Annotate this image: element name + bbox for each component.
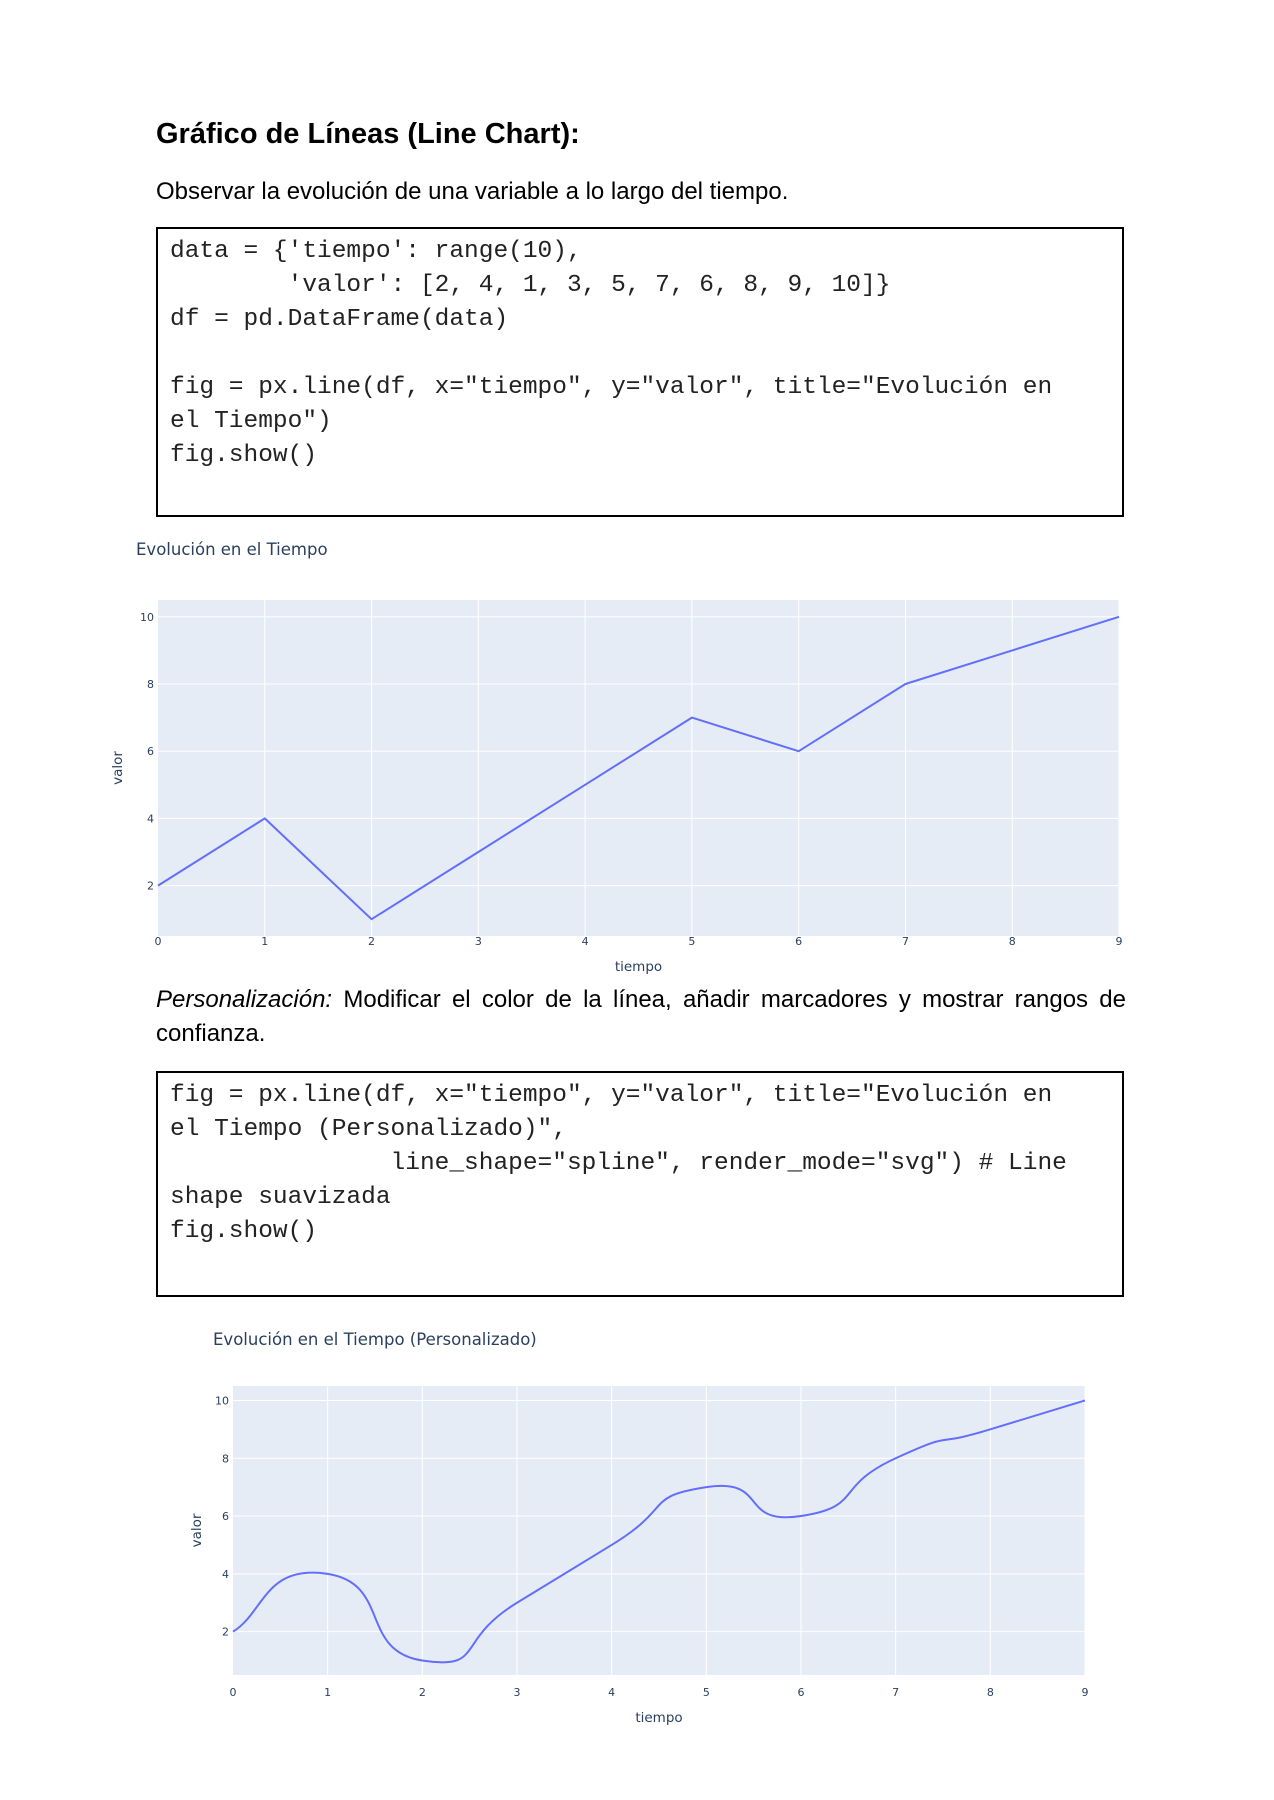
x-tick-label: 3 bbox=[475, 935, 482, 948]
chart-title: Evolución en el Tiempo bbox=[136, 540, 328, 559]
x-tick-label: 5 bbox=[703, 1686, 710, 1699]
x-tick-label: 9 bbox=[1082, 1686, 1089, 1699]
y-tick-label: 8 bbox=[222, 1452, 229, 1465]
x-tick-label: 4 bbox=[582, 935, 589, 948]
intro-paragraph: Observar la evolución de una variable a … bbox=[156, 178, 789, 205]
y-tick-label: 10 bbox=[140, 611, 154, 624]
x-axis-title: tiempo bbox=[635, 1710, 682, 1725]
code-block-custom: fig = px.line(df, x="tiempo", y="valor",… bbox=[156, 1071, 1124, 1297]
code-block-basic: data = {'tiempo': range(10), 'valor': [2… bbox=[156, 227, 1124, 517]
x-tick-label: 3 bbox=[514, 1686, 521, 1699]
y-axis-title: valor bbox=[189, 1513, 205, 1547]
customization-paragraph: Personalización: Modificar el color de l… bbox=[156, 983, 1126, 1051]
x-tick-label: 2 bbox=[368, 935, 375, 948]
y-axis-title: valor bbox=[110, 751, 126, 785]
x-tick-label: 7 bbox=[902, 935, 909, 948]
x-tick-label: 1 bbox=[324, 1686, 331, 1699]
x-tick-label: 2 bbox=[419, 1686, 426, 1699]
x-tick-label: 9 bbox=[1116, 935, 1123, 948]
x-tick-label: 8 bbox=[987, 1686, 994, 1699]
x-tick-label: 0 bbox=[230, 1686, 237, 1699]
x-tick-label: 1 bbox=[261, 935, 268, 948]
y-tick-label: 8 bbox=[147, 678, 154, 691]
x-tick-label: 6 bbox=[795, 935, 802, 948]
y-tick-label: 10 bbox=[215, 1394, 229, 1407]
x-tick-label: 4 bbox=[608, 1686, 615, 1699]
plot-area bbox=[158, 600, 1119, 936]
customization-text: Modificar el color de la línea, añadir m… bbox=[156, 986, 1126, 1047]
plot-area bbox=[233, 1386, 1085, 1675]
x-tick-label: 0 bbox=[155, 935, 162, 948]
x-axis-title: tiempo bbox=[615, 959, 662, 975]
y-tick-label: 2 bbox=[147, 880, 154, 893]
y-tick-label: 4 bbox=[147, 812, 154, 825]
chart-title: Evolución en el Tiempo (Personalizado) bbox=[213, 1330, 537, 1349]
series-line-valor bbox=[232, 1399, 1086, 1664]
x-tick-label: 8 bbox=[1009, 935, 1016, 948]
customization-lead: Personalización: bbox=[156, 986, 333, 1013]
series-line-valor bbox=[157, 615, 1120, 921]
y-tick-label: 6 bbox=[222, 1510, 229, 1523]
x-tick-label: 7 bbox=[892, 1686, 899, 1699]
y-tick-label: 4 bbox=[222, 1568, 229, 1581]
y-tick-label: 2 bbox=[222, 1626, 229, 1639]
y-tick-label: 6 bbox=[147, 745, 154, 758]
x-tick-label: 5 bbox=[688, 935, 695, 948]
line-chart-spline: Evolución en el Tiempo (Personalizado) 0 1… bbox=[189, 1330, 1089, 1725]
x-tick-label: 6 bbox=[798, 1686, 805, 1699]
line-chart-basic: Evolución en el Tiempo 0 1 2 3 4 5 6 7 8 9 2 4 6 8 10 ti… bbox=[110, 540, 1123, 975]
section-heading: Gráfico de Líneas (Line Chart): bbox=[156, 118, 580, 150]
